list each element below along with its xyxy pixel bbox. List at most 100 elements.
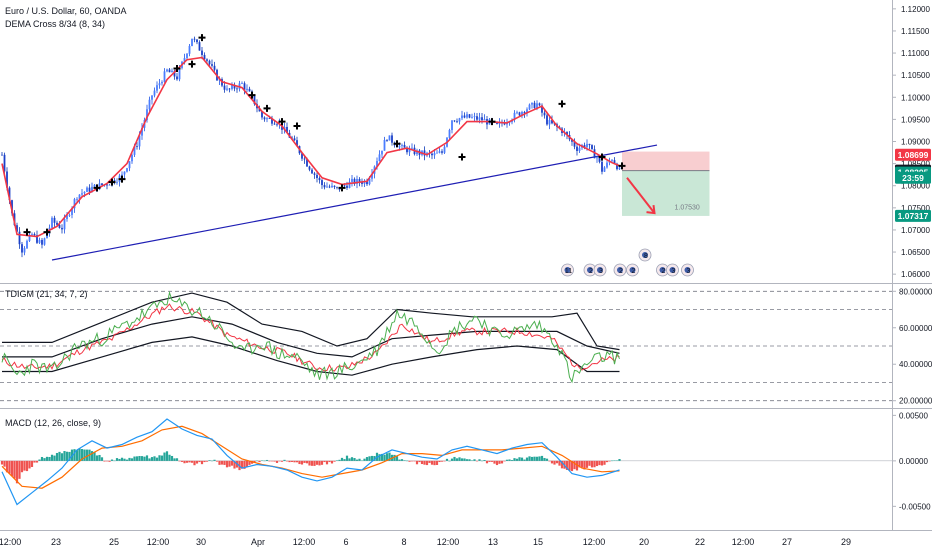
flag-icon <box>684 267 691 273</box>
macd-histogram-bar <box>580 460 584 468</box>
macd-histogram-bar <box>460 458 464 461</box>
macd-histogram-bar <box>58 451 61 461</box>
macd-histogram-bar <box>158 455 161 461</box>
price-label-badge[interactable] <box>895 171 931 184</box>
candle-body <box>611 160 613 162</box>
macd-histogram-bar <box>583 460 586 470</box>
candle-body <box>586 143 588 148</box>
macd-histogram-bar <box>275 460 279 463</box>
macd-histogram-bar <box>180 460 184 462</box>
macd-histogram-bar <box>473 459 476 461</box>
macd-histogram-bar <box>410 460 414 462</box>
macd-histogram-bar <box>25 460 29 472</box>
macd-histogram-bar <box>380 453 384 461</box>
macd-histogram-bar <box>530 456 534 461</box>
candle-body <box>368 178 371 185</box>
candle-body <box>53 217 56 223</box>
candle-body <box>158 83 161 86</box>
price-label-badge[interactable] <box>895 148 931 161</box>
macd-histogram-bar <box>155 457 159 461</box>
macd-histogram-bar <box>585 460 589 468</box>
tdigm-pane[interactable]: TDIGM (21, 34, 7, 2) <box>0 289 892 402</box>
candle-body <box>438 151 441 153</box>
macd-histogram-bar <box>605 460 609 463</box>
macd-pane[interactable]: MACD (12, 26, close, 9) <box>0 418 892 506</box>
macd-histogram-bar <box>198 460 201 463</box>
price-axis[interactable]: 1.12000 1.11500 1.11000 1.10500 1.10000 1.095… <box>892 5 932 512</box>
macd-histogram-bar <box>138 456 141 461</box>
candle-body <box>448 130 451 138</box>
macd-histogram-bar <box>5 460 9 473</box>
take-profit-zone[interactable] <box>622 170 710 216</box>
candle-body <box>308 166 311 170</box>
macd-histogram-bar <box>303 460 306 463</box>
macd-histogram-bar <box>168 454 171 461</box>
macd-histogram-bar <box>83 449 86 461</box>
time-axis[interactable]: 12:00 23 25 12:00 30 Apr 12:00 6 8 12:00 13 15 12:00… <box>0 537 851 547</box>
macd-histogram-bar <box>118 458 121 461</box>
time-tick-label: 29 <box>841 537 851 547</box>
macd-histogram-bar <box>255 460 259 462</box>
macd-histogram-bar <box>105 460 109 462</box>
price-tick-label: 1.09000 <box>901 138 930 147</box>
macd-histogram-bar <box>263 460 266 462</box>
macd-histogram-bar <box>528 456 531 461</box>
macd-histogram-bar <box>90 451 94 461</box>
macd-histogram-bar <box>100 457 104 461</box>
candle-body <box>133 146 136 155</box>
stop-loss-zone[interactable] <box>622 151 710 171</box>
candle-body <box>66 215 68 220</box>
macd-histogram-bar <box>333 460 336 462</box>
candle-body <box>186 53 188 59</box>
macd-histogram-bar <box>548 460 551 462</box>
macd-histogram-bar <box>608 460 611 462</box>
cross-marker <box>108 178 116 186</box>
macd-histogram-bar <box>15 460 19 484</box>
trendline[interactable] <box>51 144 658 261</box>
candle-body <box>171 70 173 73</box>
tdigm-tick-label: 60.00000 <box>899 324 932 333</box>
macd-histogram-bar <box>170 455 174 461</box>
candle-body <box>441 151 443 153</box>
macd-histogram-bar <box>443 460 446 462</box>
candle-body <box>166 69 168 72</box>
macd-histogram-bar <box>98 454 101 461</box>
macd-histogram-bar <box>535 456 539 461</box>
candle-body <box>333 185 336 187</box>
macd-histogram-bar <box>388 452 391 461</box>
candle-body <box>423 150 426 156</box>
candle-body <box>78 194 81 199</box>
macd-histogram-bar <box>80 449 84 461</box>
macd-histogram-bar <box>398 459 401 461</box>
macd-histogram-bar <box>55 452 59 461</box>
candle-body <box>508 122 511 123</box>
macd-histogram-bar <box>495 460 499 466</box>
candle-body <box>403 144 406 148</box>
macd-histogram-bar <box>558 460 561 466</box>
macd-histogram-bar <box>568 460 571 471</box>
macd-histogram-bar <box>35 460 39 463</box>
macd-histogram-bar <box>358 458 361 461</box>
candle-body <box>588 143 591 146</box>
candle-body <box>183 58 186 62</box>
candle-body <box>336 186 338 188</box>
candle-body <box>223 85 226 90</box>
candle-body <box>8 187 11 201</box>
price-label-badge[interactable] <box>895 209 931 222</box>
macd-histogram-bar <box>343 459 346 461</box>
price-tick-label: 1.09500 <box>901 115 930 124</box>
price-label-text: 1.08699 <box>898 150 929 160</box>
candle-body <box>348 181 351 188</box>
macd-histogram-bar <box>188 460 191 463</box>
price-pane[interactable]: 11 2 3 2 282 3 31.07530 Euro / U.S. Dollar, 60… <box>0 0 892 283</box>
candle-body <box>431 153 433 156</box>
macd-histogram-bar <box>133 456 136 461</box>
cross-marker <box>488 118 496 126</box>
forecast-arrow[interactable] <box>626 177 656 214</box>
candle-body <box>531 102 533 105</box>
macd-histogram-bar <box>463 458 466 461</box>
candle-body <box>386 139 388 141</box>
macd-histogram-bar <box>330 460 334 464</box>
candle-body <box>593 149 596 159</box>
